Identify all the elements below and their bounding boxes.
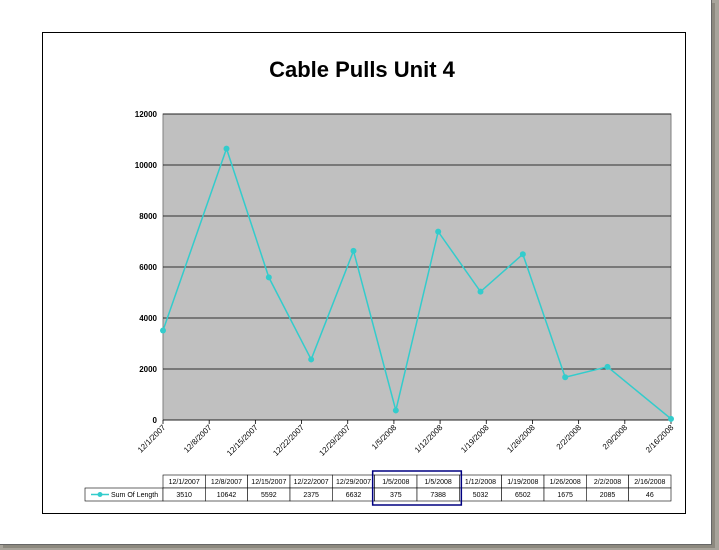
y-tick-label: 8000 — [139, 212, 157, 221]
table-value-text: 375 — [390, 492, 402, 499]
data-point — [350, 247, 357, 254]
highlight-box — [371, 470, 463, 506]
data-point — [160, 327, 166, 334]
y-tick-label: 0 — [153, 416, 158, 425]
table-value-text: 7388 — [430, 492, 446, 499]
table-header-text: 1/26/2008 — [550, 479, 581, 486]
table-header-text: 2/2/2008 — [594, 479, 621, 486]
data-point — [604, 363, 611, 370]
data-point — [435, 228, 442, 235]
legend-marker — [97, 492, 103, 497]
series-line — [162, 146, 672, 420]
y-tick-label: 2000 — [139, 365, 157, 374]
table-value-text: 10642 — [217, 492, 237, 499]
table-header-text: 1/5/2008 — [425, 479, 452, 486]
data-point — [265, 274, 272, 281]
data-point — [308, 356, 315, 363]
table-header-text: 12/1/2007 — [169, 479, 200, 486]
line-chart: Cable Pulls Unit 4 0 2000 4000 6000 8000 1000… — [43, 33, 685, 513]
table-value-text: 2375 — [303, 492, 319, 499]
table-header-text: 1/19/2008 — [507, 479, 538, 486]
table-value-text: 6502 — [515, 492, 531, 499]
table-header-text: 12/29/2007 — [336, 479, 371, 486]
table-header-text: 2/16/2008 — [634, 479, 665, 486]
table-header-text: 1/5/2008 — [382, 479, 409, 486]
table-value-text: 46 — [646, 492, 654, 499]
table-value-text: 3510 — [176, 492, 192, 499]
y-tick-label: 12000 — [135, 110, 158, 119]
y-tick-label: 4000 — [139, 314, 157, 323]
legend-label: Sum Of Length — [111, 492, 158, 499]
chart-area[interactable]: Cable Pulls Unit 4 0 2000 4000 6000 8000 1000… — [42, 32, 686, 514]
table-header-text: 12/8/2007 — [211, 479, 242, 486]
table-header-text: 12/22/2007 — [294, 479, 329, 486]
table-header-text: 1/12/2008 — [465, 479, 496, 486]
table-value-text: 5592 — [261, 492, 277, 499]
table-value-cell — [628, 487, 672, 502]
table-header-text: 12/15/2007 — [251, 479, 286, 486]
y-tick-label: 10000 — [135, 161, 158, 170]
data-table: 12/1/2007 12/8/2007 12/15/2007 12/22/2007 12… — [84, 470, 672, 506]
series-sum-of-length — [160, 145, 674, 422]
table-value-text: 1675 — [557, 492, 573, 499]
chart-title: Cable Pulls Unit 4 — [269, 57, 456, 82]
table-value-text: 5032 — [473, 492, 489, 499]
data-point — [519, 251, 526, 258]
table-value-text: 2085 — [600, 492, 616, 499]
data-point — [562, 374, 569, 381]
data-point — [392, 407, 399, 414]
data-point — [477, 288, 484, 295]
table-value-text: 6632 — [346, 492, 362, 499]
y-tick-label: 6000 — [139, 263, 157, 272]
y-axis-ticks: 0 2000 4000 6000 8000 10000 12000 — [135, 110, 158, 425]
data-point — [223, 145, 230, 152]
data-point — [668, 415, 674, 422]
